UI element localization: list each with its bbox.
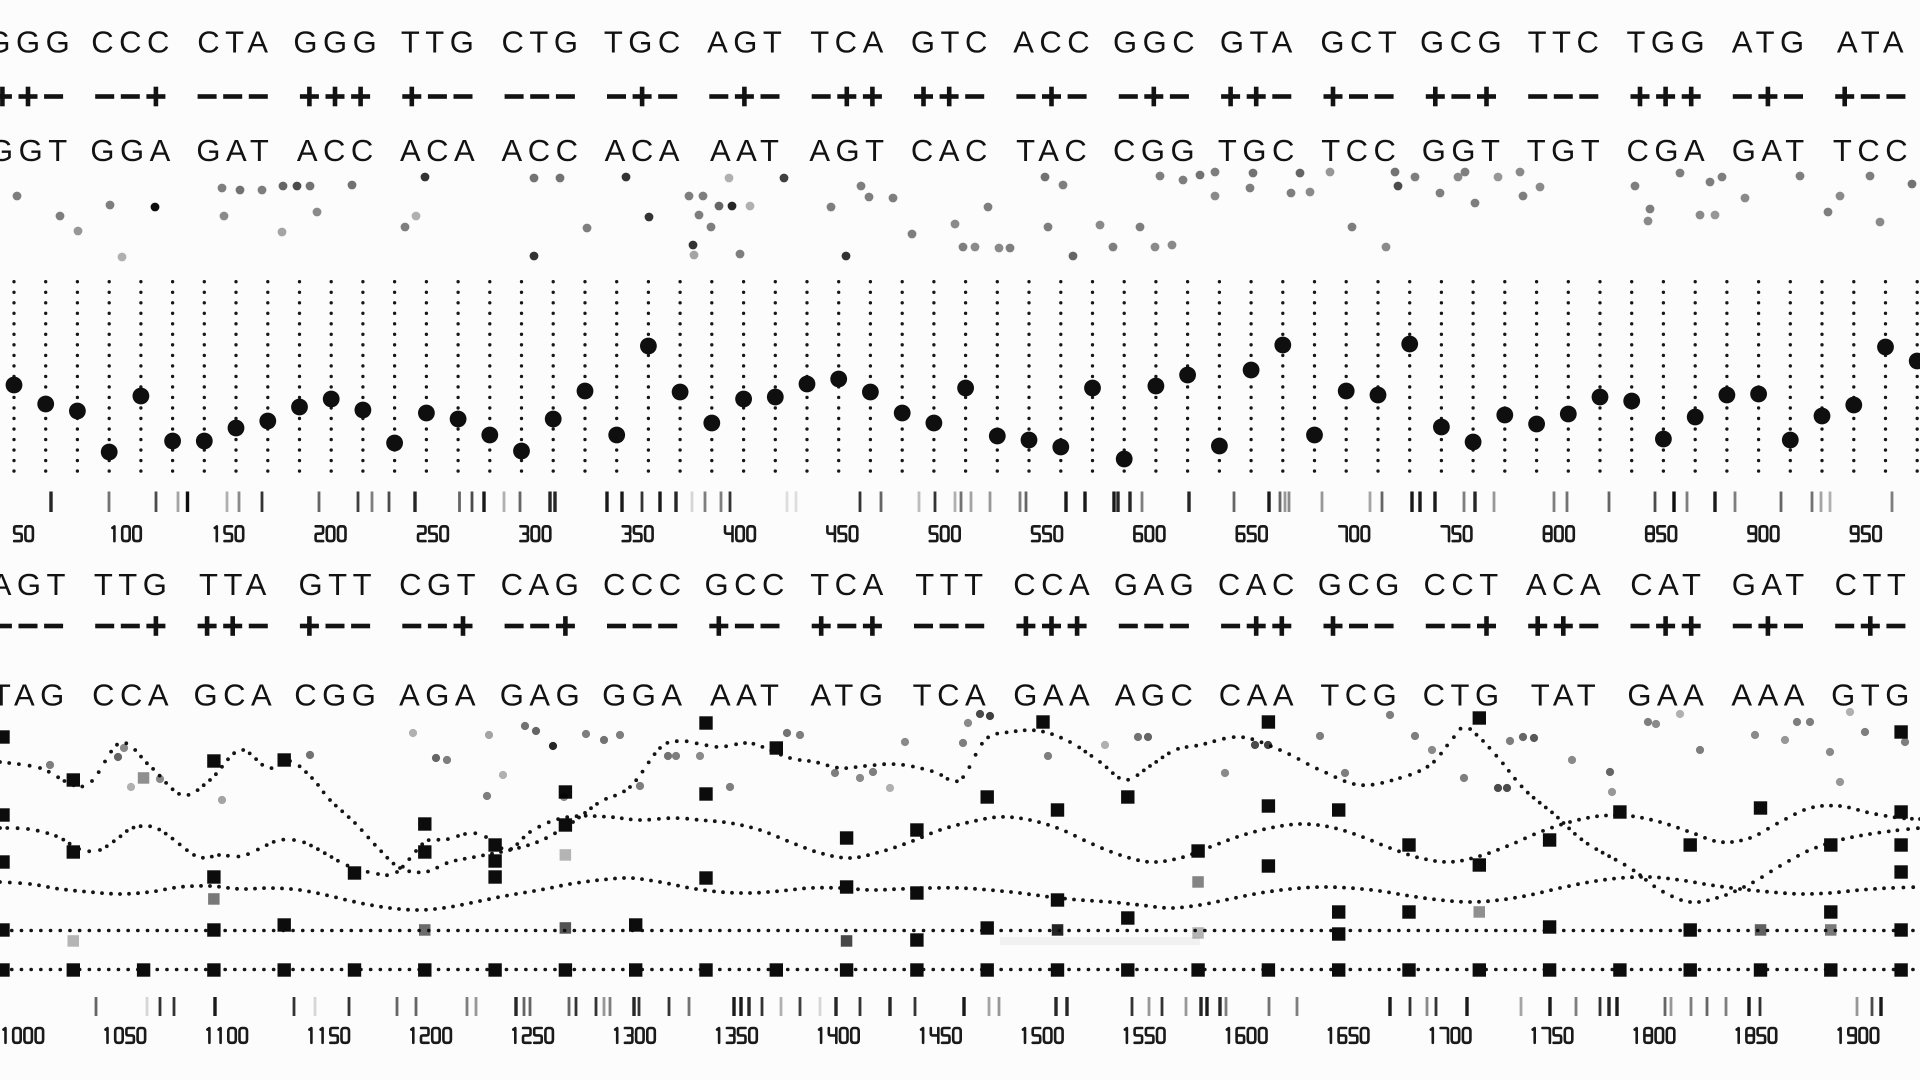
svg-text:GCT: GCT (1320, 24, 1402, 59)
svg-text:GGA: GGA (602, 678, 687, 713)
svg-text:GCG: GCG (1318, 567, 1405, 602)
svg-text:CGT: CGT (399, 567, 481, 602)
svg-text:CTT: CTT (1835, 567, 1912, 602)
svg-text:TTC: TTC (1528, 24, 1605, 59)
svg-text:TCC: TCC (1321, 133, 1401, 168)
svg-text:GAA: GAA (1013, 678, 1095, 713)
svg-text:CAC: CAC (1218, 567, 1300, 602)
svg-text:CAG: CAG (501, 567, 585, 602)
svg-text:TGC: TGC (604, 24, 686, 59)
svg-text:TTG: TTG (401, 24, 480, 59)
svg-text:GTC: GTC (911, 24, 993, 59)
svg-text:GCC: GCC (705, 567, 790, 602)
svg-text:GGA: GGA (90, 133, 175, 168)
svg-text:CTG: CTG (1423, 678, 1505, 713)
svg-text:CGG: CGG (1113, 133, 1200, 168)
svg-text:TCA: TCA (913, 678, 992, 713)
svg-text:GTA: GTA (1220, 24, 1298, 59)
svg-text:GGT: GGT (0, 133, 73, 168)
svg-text:TAG: TAG (0, 678, 70, 713)
svg-text:TTA: TTA (199, 567, 272, 602)
svg-text:ACA: ACA (400, 133, 480, 168)
svg-text:CCA: CCA (1013, 567, 1095, 602)
svg-text:GAG: GAG (500, 678, 585, 713)
svg-text:TGT: TGT (1527, 133, 1606, 168)
svg-text:GAT: GAT (196, 133, 274, 168)
svg-text:GGG: GGG (293, 24, 382, 59)
svg-text:GAG: GAG (1114, 567, 1199, 602)
svg-text:TCC: TCC (1833, 133, 1913, 168)
svg-text:GAA: GAA (1627, 678, 1709, 713)
svg-text:GGT: GGT (1422, 133, 1506, 168)
svg-text:ACC: ACC (1013, 24, 1095, 59)
svg-text:GTG: GTG (1831, 678, 1915, 713)
svg-text:GCA: GCA (194, 678, 278, 713)
svg-text:TAC: TAC (1016, 133, 1092, 168)
svg-text:GTT: GTT (299, 567, 378, 602)
svg-text:TGC: TGC (1218, 133, 1300, 168)
svg-text:TGG: TGG (1626, 24, 1710, 59)
svg-text:CCA: CCA (92, 678, 174, 713)
svg-text:CCC: CCC (91, 24, 175, 59)
svg-text:CAC: CAC (911, 133, 993, 168)
svg-text:CGG: CGG (294, 678, 381, 713)
svg-text:CCT: CCT (1423, 567, 1503, 602)
svg-text:AGT: AGT (707, 24, 787, 59)
svg-text:GAT: GAT (1732, 133, 1810, 168)
svg-text:CTG: CTG (502, 24, 584, 59)
svg-text:ACC: ACC (297, 133, 379, 168)
svg-text:TTG: TTG (94, 567, 173, 602)
svg-text:CCC: CCC (603, 567, 687, 602)
svg-text:GGC: GGC (1113, 24, 1200, 59)
svg-text:TAT: TAT (1531, 678, 1601, 713)
svg-text:CAT: CAT (1630, 567, 1706, 602)
svg-text:AGT: AGT (809, 133, 889, 168)
svg-text:AGC: AGC (1115, 678, 1199, 713)
svg-text:AGA: AGA (399, 678, 481, 713)
svg-text:TCG: TCG (1320, 678, 1402, 713)
svg-text:GAT: GAT (1732, 567, 1810, 602)
svg-text:CAA: CAA (1219, 678, 1299, 713)
svg-text:TCA: TCA (810, 24, 889, 59)
svg-text:AAA: AAA (1731, 678, 1810, 713)
svg-text:CGA: CGA (1626, 133, 1710, 168)
svg-text:ACA: ACA (605, 133, 685, 168)
svg-text:GGG: GGG (0, 24, 75, 59)
svg-text:ACA: ACA (1526, 567, 1606, 602)
svg-text:AGT: AGT (0, 567, 71, 602)
svg-text:ATA: ATA (1837, 24, 1909, 59)
svg-text:GCG: GCG (1420, 24, 1507, 59)
svg-text:CTA: CTA (197, 24, 273, 59)
svg-text:ACC: ACC (502, 133, 584, 168)
svg-text:ATG: ATG (1732, 24, 1810, 59)
svg-text:TTT: TTT (915, 567, 988, 602)
svg-text:AAT: AAT (710, 678, 785, 713)
svg-text:TCA: TCA (810, 567, 889, 602)
svg-text:AAT: AAT (710, 133, 785, 168)
svg-text:ATG: ATG (811, 678, 889, 713)
